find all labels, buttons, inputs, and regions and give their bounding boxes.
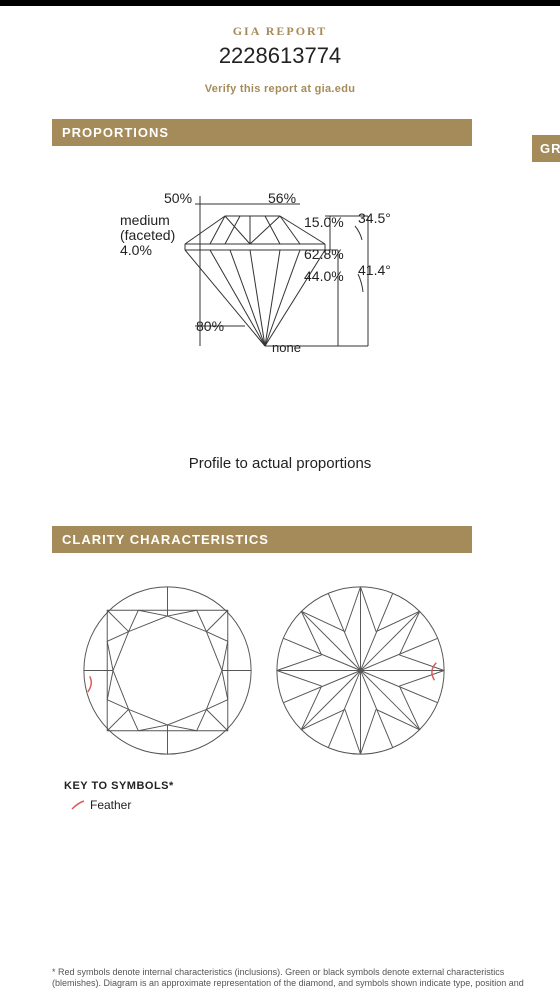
lower-half-pct-label: 80%	[196, 318, 224, 334]
proportions-diagram-area: 50% 56% medium (faceted) 4.0% 15.0% 34.5…	[0, 186, 560, 466]
key-to-symbols-title: KEY TO SYMBOLS*	[64, 780, 560, 792]
pavilion-depth-pct-label: 44.0%	[304, 268, 344, 284]
clarity-pavilion-view	[273, 583, 448, 758]
verify-link[interactable]: Verify this report at gia.edu	[0, 83, 560, 95]
crown-width-pct-label: 56%	[268, 190, 296, 206]
girdle-line2-label: (faceted)	[120, 227, 175, 243]
gia-report-label: GIA REPORT	[0, 24, 560, 39]
girdle-line1-label: medium	[120, 212, 170, 228]
clarity-diagrams-row	[80, 583, 560, 758]
footnote-text: * Red symbols denote internal characteri…	[52, 967, 540, 990]
proportions-caption: Profile to actual proportions	[0, 455, 560, 472]
feather-mark-icon	[432, 663, 436, 681]
clarity-section-title: CLARITY CHARACTERISTICS	[52, 526, 472, 553]
total-depth-pct-label: 62.8%	[304, 246, 344, 262]
feather-icon	[70, 799, 86, 811]
table-pct-label: 50%	[164, 190, 192, 206]
culet-label: none	[272, 341, 301, 356]
clarity-area: KEY TO SYMBOLS* Feather	[0, 583, 560, 812]
crown-height-pct-label: 15.0%	[304, 214, 344, 230]
crown-angle-label: 34.5°	[358, 210, 391, 226]
symbol-feather-label: Feather	[90, 798, 131, 812]
content-area: PROPORTIONS GRA	[0, 119, 560, 812]
girdle-pct-label: 4.0%	[120, 242, 152, 258]
report-header: GIA REPORT 2228613774 Verify this report…	[0, 6, 560, 103]
pavilion-angle-label: 41.4°	[358, 262, 391, 278]
feather-mark-icon	[88, 676, 92, 692]
proportions-section-title: PROPORTIONS	[52, 119, 472, 146]
symbol-feather: Feather	[70, 798, 560, 812]
report-number: 2228613774	[0, 43, 560, 69]
right-partial-section-title: GRA	[532, 135, 560, 162]
clarity-crown-view	[80, 583, 255, 758]
